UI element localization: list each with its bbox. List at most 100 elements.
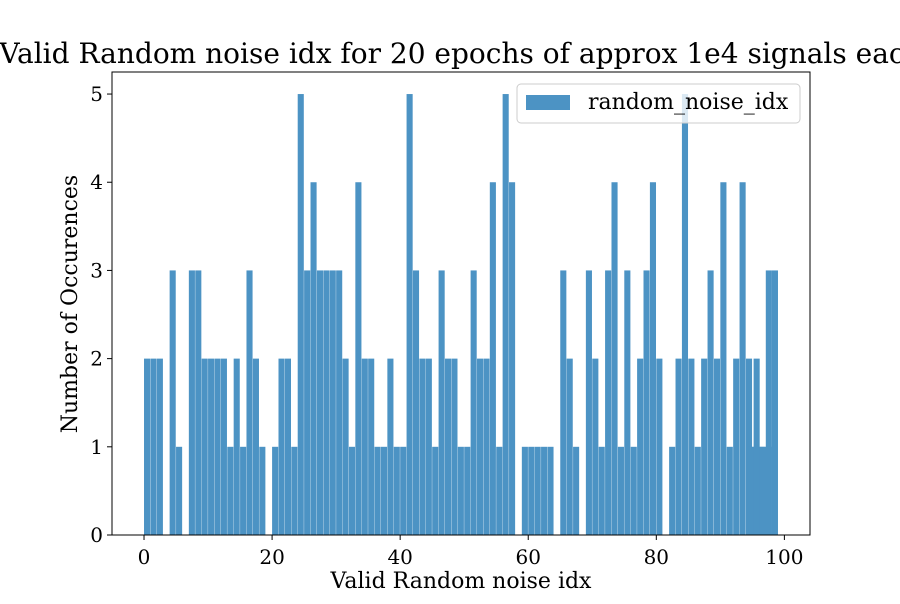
- histogram-bar: [304, 270, 311, 535]
- histogram-bar: [188, 270, 195, 535]
- histogram-bar: [617, 446, 624, 535]
- histogram-bar: [521, 446, 528, 535]
- histogram-bar: [329, 270, 336, 535]
- histogram-bar: [733, 358, 740, 535]
- histogram-bar: [144, 358, 151, 535]
- y-axis-label: Number of Occurences: [58, 175, 83, 433]
- histogram-bar: [246, 270, 253, 535]
- histogram-bar: [348, 446, 356, 535]
- histogram-bar: [252, 358, 259, 535]
- x-axis-label: Valid Random noise idx: [330, 569, 593, 594]
- histogram-bar: [713, 358, 721, 535]
- legend-swatch: [526, 95, 570, 110]
- histogram-bar: [457, 446, 464, 535]
- histogram-bar: [739, 182, 746, 535]
- histogram-bar: [585, 270, 592, 535]
- histogram-bar: [451, 358, 458, 535]
- histogram-bar: [195, 270, 202, 535]
- histogram-bar: [278, 358, 285, 535]
- histogram-bar: [643, 270, 650, 535]
- x-tick-label: 80: [644, 545, 669, 569]
- histogram-bar: [707, 270, 714, 535]
- y-tick-label: 5: [90, 82, 103, 106]
- histogram-bar: [502, 94, 509, 536]
- histogram-bar: [509, 182, 516, 535]
- histogram-bar: [316, 270, 324, 535]
- x-tick-label: 100: [765, 545, 803, 569]
- histogram-bar: [272, 446, 279, 535]
- histogram-bar: [669, 446, 676, 535]
- histogram-bar: [759, 446, 766, 535]
- histogram-bar: [214, 358, 221, 535]
- histogram-bar: [566, 358, 573, 535]
- histogram-bar: [368, 358, 375, 535]
- histogram-bar: [355, 182, 362, 535]
- histogram-bar: [630, 446, 637, 535]
- histogram-bar: [637, 358, 644, 535]
- x-tick-label: 40: [387, 545, 412, 569]
- y-tick-label: 2: [90, 347, 103, 371]
- axes-frame: [111, 71, 811, 536]
- histogram-bar: [393, 446, 400, 535]
- histogram-bar: [400, 446, 407, 535]
- histogram-bar: [573, 446, 580, 535]
- chart-title: Valid Random noise idx for 20 epochs of …: [0, 37, 900, 70]
- histogram-bar: [611, 182, 618, 535]
- histogram-bar: [592, 358, 599, 535]
- histogram-bar: [406, 94, 413, 536]
- histogram-bar: [477, 358, 484, 535]
- histogram-bar: [220, 358, 227, 535]
- histogram-bar: [150, 358, 157, 535]
- histogram-bar: [726, 446, 733, 535]
- y-ticks: 0 1 2 3 4 5: [90, 82, 112, 547]
- histogram-bar: [720, 182, 727, 535]
- histogram-bar: [201, 358, 208, 535]
- x-tick-label: 0: [138, 545, 151, 569]
- x-tick-label: 60: [516, 545, 541, 569]
- histogram-bar: [605, 270, 612, 535]
- histogram-bar: [483, 358, 490, 535]
- y-tick-label: 0: [90, 523, 103, 547]
- legend-label: random_noise_idx: [588, 90, 789, 115]
- histogram-bar: [176, 446, 183, 535]
- histogram-bar: [771, 270, 778, 535]
- histogram-bar: [649, 182, 657, 535]
- histogram-bar: [438, 270, 445, 535]
- histogram-bar: [169, 270, 176, 535]
- histogram-bar: [374, 446, 381, 535]
- bars-layer: [144, 94, 778, 536]
- histogram-bar: [547, 446, 554, 535]
- histogram-bar: [624, 270, 631, 535]
- histogram-bar: [560, 270, 567, 535]
- histogram-bar: [747, 446, 754, 535]
- y-tick-label: 4: [90, 170, 103, 194]
- histogram-bar: [656, 358, 663, 535]
- histogram-bar: [227, 446, 234, 535]
- histogram-bar: [240, 446, 247, 535]
- histogram-bar: [387, 358, 394, 535]
- histogram-bar: [765, 270, 772, 535]
- histogram-bar: [464, 446, 471, 535]
- histogram-bar: [541, 446, 548, 535]
- histogram-bar: [470, 270, 477, 535]
- histogram-bar: [753, 358, 760, 535]
- histogram-bar: [297, 94, 304, 536]
- histogram-bar: [694, 446, 701, 535]
- histogram-bar: [342, 358, 349, 535]
- x-tick-label: 20: [259, 545, 284, 569]
- histogram-bar: [688, 358, 695, 535]
- histogram-bar: [310, 182, 317, 535]
- histogram-bar: [380, 446, 388, 535]
- histogram-bar: [681, 94, 689, 536]
- y-tick-label: 1: [90, 435, 103, 459]
- histogram-bar: [336, 270, 343, 535]
- histogram-bar: [323, 270, 330, 535]
- legend-box: [516, 83, 801, 124]
- histogram-bar: [432, 446, 439, 535]
- histogram-bar: [701, 358, 708, 535]
- histogram-bar: [444, 358, 452, 535]
- histogram-bar: [156, 358, 163, 535]
- histogram-bar: [233, 358, 240, 535]
